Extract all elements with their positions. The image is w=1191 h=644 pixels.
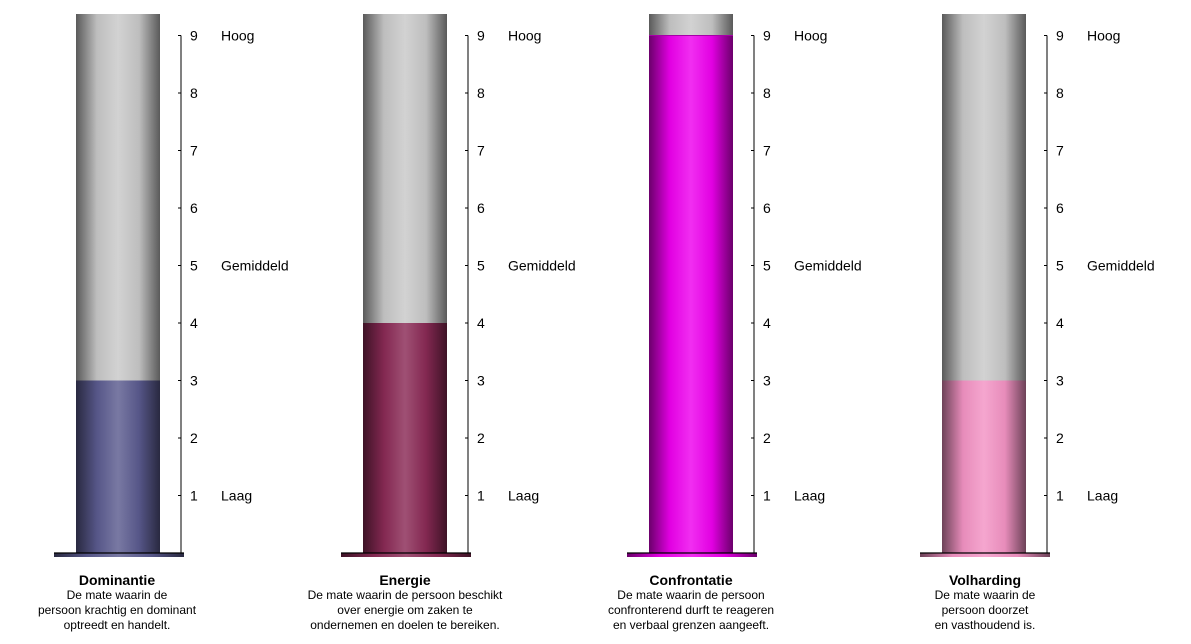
tick-label-dominantie-2: 2 [190, 430, 198, 446]
chart-dominantie: 1 2 3 4 5 6 7 8 9 Hoog Gemiddeld Laag [54, 14, 289, 557]
bar-volharding [942, 380, 1026, 553]
tick-label-confrontatie-8: 8 [763, 85, 771, 101]
level-label-volharding-hoog: Hoog [1087, 28, 1120, 44]
base-plate-confrontatie [627, 553, 757, 557]
tick-label-confrontatie-6: 6 [763, 200, 771, 216]
level-label-confrontatie-gemiddeld: Gemiddeld [794, 258, 862, 274]
caption-dominantie: Dominantie De mate waarin de persoon kra… [0, 572, 247, 633]
chart-title-volharding: Volharding [948, 572, 1022, 588]
tick-label-confrontatie-1: 1 [763, 488, 771, 504]
tick-label-volharding-6: 6 [1056, 200, 1064, 216]
tick-label-dominantie-1: 1 [190, 488, 198, 504]
level-label-energie-gemiddeld: Gemiddeld [508, 258, 576, 274]
level-label-dominantie-hoog: Hoog [221, 28, 254, 44]
tick-label-confrontatie-2: 2 [763, 430, 771, 446]
tick-label-energie-5: 5 [477, 258, 485, 274]
caption-volharding: Volharding De mate waarin de persoon doo… [855, 572, 1115, 633]
tick-label-dominantie-7: 7 [190, 143, 198, 159]
level-label-volharding-gemiddeld: Gemiddeld [1087, 258, 1155, 274]
tick-label-confrontatie-7: 7 [763, 143, 771, 159]
tick-label-confrontatie-3: 3 [763, 373, 771, 389]
chart-title-energie: Energie [379, 572, 431, 588]
tick-label-energie-7: 7 [477, 143, 485, 159]
tick-label-energie-2: 2 [477, 430, 485, 446]
level-label-confrontatie-hoog: Hoog [794, 28, 827, 44]
bar-energie [363, 323, 447, 553]
chart-description-dominantie: De mate waarin de persoon krachtig en do… [37, 588, 197, 632]
level-label-volharding-laag: Laag [1087, 488, 1118, 504]
tick-label-energie-8: 8 [477, 85, 485, 101]
chart-title-dominantie: Dominantie [78, 572, 156, 588]
tick-label-energie-4: 4 [477, 315, 485, 331]
tick-label-dominantie-5: 5 [190, 258, 198, 274]
level-label-confrontatie-laag: Laag [794, 488, 825, 504]
bar-dominantie [76, 380, 160, 553]
tick-label-confrontatie-4: 4 [763, 315, 771, 331]
tick-label-volharding-3: 3 [1056, 373, 1064, 389]
tick-label-energie-3: 3 [477, 373, 485, 389]
chart-confrontatie: 1 2 3 4 5 6 7 8 9 Hoog Gemiddeld Laag [627, 14, 862, 557]
level-label-energie-laag: Laag [508, 488, 539, 504]
tick-label-dominantie-8: 8 [190, 85, 198, 101]
tick-label-volharding-8: 8 [1056, 85, 1064, 101]
tick-label-volharding-5: 5 [1056, 258, 1064, 274]
caption-confrontatie: Confrontatie De mate waarin de persoon c… [561, 572, 821, 633]
level-label-energie-hoog: Hoog [508, 28, 541, 44]
tick-label-energie-9: 9 [477, 28, 485, 44]
tick-label-confrontatie-9: 9 [763, 28, 771, 44]
tick-label-dominantie-6: 6 [190, 200, 198, 216]
tick-label-dominantie-3: 3 [190, 373, 198, 389]
chart-title-confrontatie: Confrontatie [649, 572, 733, 588]
tick-label-dominantie-9: 9 [190, 28, 198, 44]
tick-label-volharding-7: 7 [1056, 143, 1064, 159]
chart-description-confrontatie: De mate waarin de persoon confronterend … [607, 588, 775, 632]
base-plate-dominantie [54, 553, 184, 557]
tick-label-volharding-2: 2 [1056, 430, 1064, 446]
level-label-dominantie-gemiddeld: Gemiddeld [221, 258, 289, 274]
tick-label-volharding-1: 1 [1056, 488, 1064, 504]
base-plate-energie [341, 553, 471, 557]
chart-volharding: 1 2 3 4 5 6 7 8 9 Hoog Gemiddeld Laag [920, 14, 1155, 557]
tick-label-confrontatie-5: 5 [763, 258, 771, 274]
chart-description-energie: De mate waarin de persoon beschikt over … [307, 588, 503, 632]
caption-energie: Energie De mate waarin de persoon beschi… [275, 572, 535, 633]
bar-confrontatie [649, 35, 733, 553]
tick-label-volharding-4: 4 [1056, 315, 1064, 331]
tick-label-energie-6: 6 [477, 200, 485, 216]
level-label-dominantie-laag: Laag [221, 488, 252, 504]
chart-description-volharding: De mate waarin de persoon doorzet en vas… [934, 588, 1036, 632]
chart-energie: 1 2 3 4 5 6 7 8 9 Hoog Gemiddeld Laag [341, 14, 576, 557]
tick-label-energie-1: 1 [477, 488, 485, 504]
tick-label-dominantie-4: 4 [190, 315, 198, 331]
base-plate-volharding [920, 553, 1050, 557]
tick-label-volharding-9: 9 [1056, 28, 1064, 44]
